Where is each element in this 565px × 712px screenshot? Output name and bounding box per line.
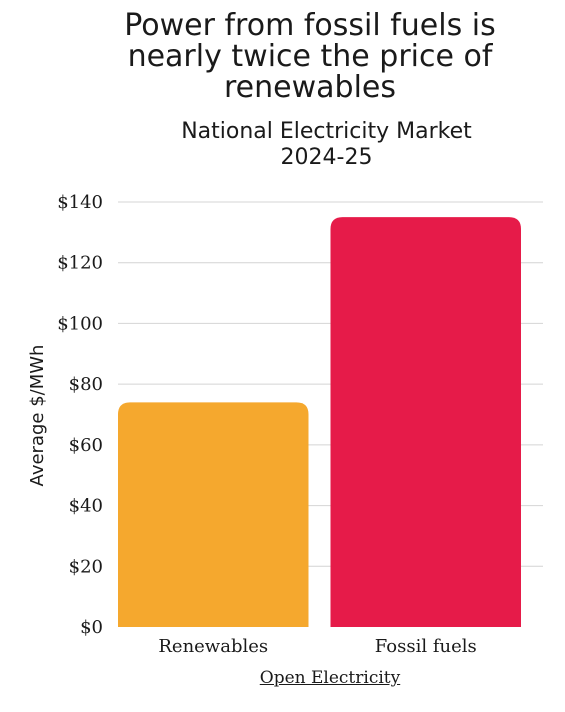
- x-category-label: Renewables: [158, 636, 268, 657]
- chart-subtitle: National Electricity Market 2024-25: [181, 119, 472, 170]
- chart-title-container: Power from fossil fuels is nearly twice …: [0, 10, 565, 103]
- y-tick-label: $140: [57, 192, 103, 213]
- y-tick-label: $20: [69, 556, 103, 577]
- chart-title: Power from fossil fuels is nearly twice …: [124, 8, 496, 105]
- y-axis-label: Average $/MWh: [27, 345, 48, 487]
- source-link[interactable]: Open Electricity: [259, 668, 401, 688]
- y-tick-label: $40: [69, 496, 103, 517]
- bar-renewables: [118, 402, 309, 627]
- y-tick-label: $100: [57, 313, 103, 334]
- x-category-label: Fossil fuels: [375, 636, 477, 657]
- y-tick-label: $60: [69, 435, 103, 456]
- bar-fossil-fuels: [330, 217, 521, 627]
- y-tick-label: $80: [69, 374, 103, 395]
- y-tick-label: $120: [57, 253, 103, 274]
- y-tick-label: $0: [80, 617, 103, 638]
